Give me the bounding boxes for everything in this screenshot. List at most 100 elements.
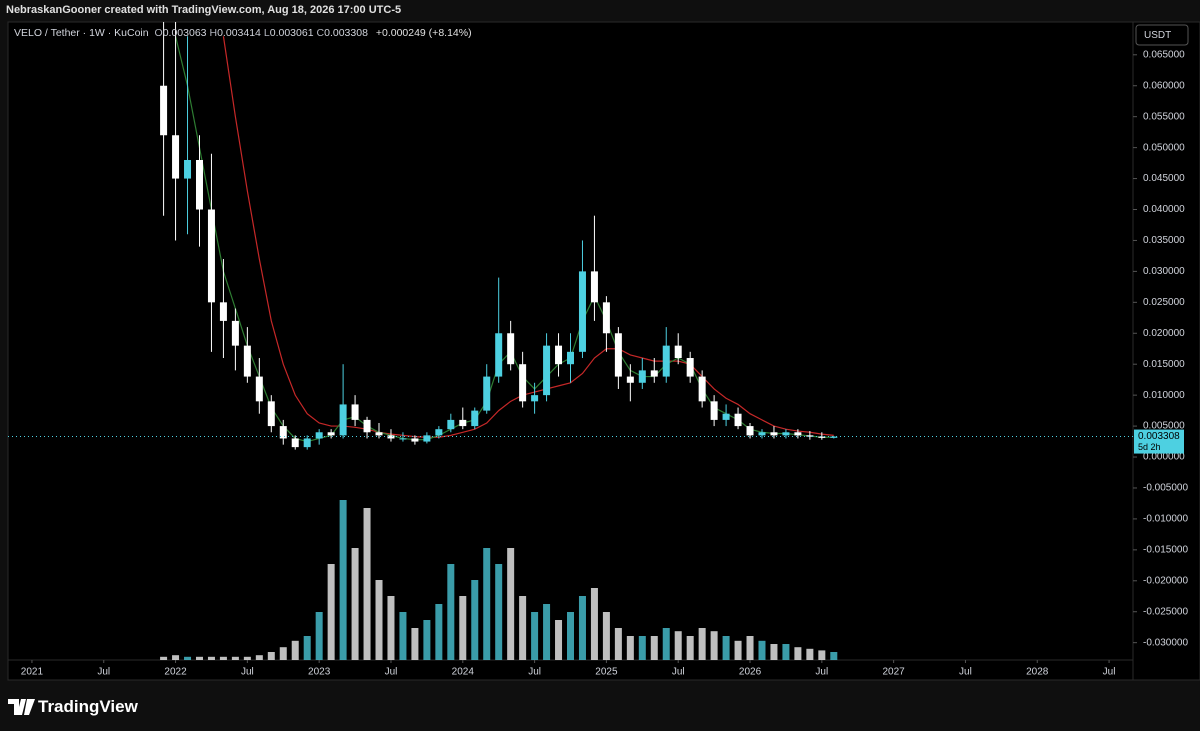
- candle-body: [531, 395, 539, 402]
- candle-body: [578, 271, 586, 352]
- volume-bar: [830, 652, 838, 660]
- y-tick-label: 0.065000: [1143, 49, 1185, 60]
- x-tick-label: Jul: [815, 667, 828, 678]
- volume-bar: [674, 631, 682, 660]
- currency-box[interactable]: [1135, 24, 1189, 46]
- volume-bar: [519, 596, 527, 660]
- volume-bar: [698, 628, 706, 660]
- volume-bar: [339, 500, 347, 660]
- volume-bar: [207, 656, 215, 660]
- symbol-legend: VELO / Tether · 1W · KuCoin O0.003063 H0.…: [14, 27, 472, 39]
- volume-bar: [722, 636, 730, 660]
- y-tick-label: 0.015000: [1143, 359, 1185, 370]
- volume-bar: [231, 656, 239, 660]
- x-tick-label: Jul: [97, 667, 110, 678]
- y-tick-label: 0.035000: [1143, 235, 1185, 246]
- candle-body: [411, 438, 419, 442]
- volume-bar: [686, 636, 694, 660]
- y-tick-label: 0.040000: [1143, 204, 1185, 215]
- y-tick-label: 0.000000: [1143, 452, 1185, 463]
- candle-body: [339, 404, 347, 436]
- volume-bar: [555, 620, 563, 660]
- x-tick-label: Jul: [1103, 667, 1116, 678]
- candle-body: [770, 432, 778, 436]
- candle-body: [219, 302, 227, 321]
- candle-body: [602, 302, 610, 334]
- candle-body: [734, 413, 742, 427]
- candle-body: [375, 432, 383, 436]
- ohlc-value: 0.003414: [217, 27, 261, 39]
- candle-body: [447, 419, 455, 430]
- footer: TradingView: [0, 683, 1200, 731]
- volume-bar: [794, 647, 802, 660]
- volume-bar: [782, 644, 790, 660]
- candle-body: [830, 436, 838, 438]
- chart: USDT 0.065000 0.060000 0.055000 0.050000 0.0…: [7, 21, 1200, 681]
- volume-bar: [351, 548, 359, 660]
- x-tick-label: 2024: [452, 667, 475, 678]
- x-tick-label: 2022: [164, 667, 187, 678]
- candle-body: [231, 320, 239, 346]
- ohlc: O0.003063 H0.003414 L0.003061 C0.003308: [152, 27, 368, 39]
- change: +0.000249 (+8.14%): [375, 27, 472, 39]
- countdown: 5d 2h: [1138, 442, 1161, 452]
- x-tick-label: 2028: [1026, 667, 1049, 678]
- y-tick-label: -0.020000: [1143, 575, 1188, 586]
- candle-body: [399, 438, 407, 440]
- volume-bar: [160, 656, 168, 660]
- candle-body: [806, 435, 814, 437]
- y-tick-label: -0.025000: [1143, 606, 1188, 617]
- x-tick-label: Jul: [672, 667, 685, 678]
- y-tick-label: 0.045000: [1143, 173, 1185, 184]
- volume-bar: [327, 564, 335, 660]
- symbol: VELO / Tether · 1W · KuCoin: [14, 27, 149, 39]
- volume-bar: [543, 604, 551, 660]
- attribution: NebraskanGooner created with TradingView…: [6, 4, 402, 16]
- x-tick-label: 2021: [21, 667, 44, 678]
- candle-body: [184, 159, 192, 179]
- volume-bar: [255, 655, 263, 660]
- volume-bar: [626, 636, 634, 660]
- price-axis: [1132, 21, 1200, 681]
- candle-body: [555, 345, 563, 365]
- candle-body: [626, 376, 634, 383]
- volume-bar: [531, 612, 539, 660]
- candle-body: [435, 429, 443, 436]
- y-tick-label: 0.005000: [1143, 421, 1185, 432]
- y-tick-label: 0.025000: [1143, 297, 1185, 308]
- ohlc-key: C: [316, 27, 325, 39]
- volume-bar: [758, 640, 766, 660]
- volume-bar: [447, 564, 455, 660]
- y-tick-label: -0.005000: [1143, 483, 1188, 494]
- volume-bar: [172, 655, 180, 660]
- candle-body: [746, 426, 754, 436]
- volume-bar: [303, 636, 311, 660]
- x-tick-label: 2025: [595, 667, 618, 678]
- volume-bar: [806, 648, 814, 660]
- volume-bar: [818, 650, 826, 660]
- candle-body: [195, 159, 203, 210]
- currency: USDT: [1144, 30, 1171, 41]
- candle-body: [291, 438, 299, 448]
- volume-bar: [734, 640, 742, 660]
- volume-bar: [435, 604, 443, 660]
- y-tick-label: 0.020000: [1143, 328, 1185, 339]
- volume-bar: [219, 656, 227, 660]
- candle-body: [483, 376, 491, 411]
- volume-bar: [267, 652, 275, 660]
- candle-body: [818, 436, 826, 438]
- x-tick-label: Jul: [528, 667, 541, 678]
- x-tick-label: 2023: [308, 667, 331, 678]
- volume-bar: [387, 596, 395, 660]
- volume-bar: [195, 656, 203, 660]
- volume-bar: [770, 644, 778, 660]
- x-tick-label: 2026: [739, 667, 762, 678]
- volume-bar: [602, 612, 610, 660]
- price-tag: [1134, 429, 1184, 454]
- volume-bar: [746, 636, 754, 660]
- candle-body: [686, 358, 694, 377]
- candle-body: [519, 364, 527, 402]
- candle-body: [495, 333, 503, 377]
- y-tick-label: 0.055000: [1143, 111, 1185, 122]
- volume-bar: [662, 628, 670, 660]
